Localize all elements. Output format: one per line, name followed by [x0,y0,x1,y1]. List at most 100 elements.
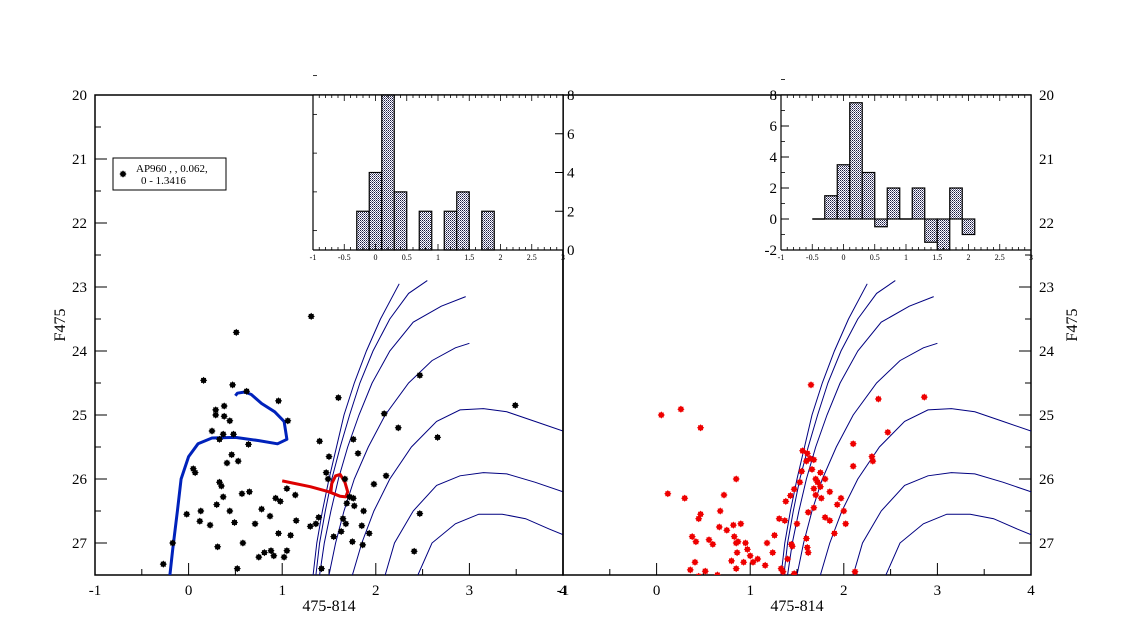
data-point [217,482,225,490]
x-axis-title: 475-814 [770,598,823,615]
data-point [223,459,231,467]
data-point [817,494,825,502]
histogram-x-tick-label: -0.5 [338,253,351,262]
data-point [830,529,838,537]
data-point [292,517,300,525]
data-point [197,507,205,515]
histogram-y-tick-label: 2 [770,181,778,197]
histogram-bar [936,218,951,251]
data-point [276,497,284,505]
data-point [788,542,796,550]
isochrone-line [885,513,1031,575]
histogram-y-tick-label: 4 [567,166,575,182]
isochrone-line [328,342,470,575]
data-point [233,565,241,573]
histogram-bar [356,210,370,251]
data-point [737,520,745,528]
data-point [283,485,291,493]
data-point [741,539,750,547]
data-point [206,521,214,529]
histogram-bar [849,102,863,220]
y-tick-label: 20 [72,88,87,104]
data-point [234,457,242,465]
data-point [833,501,841,509]
y-axis-title: F475 [52,309,69,342]
data-point [183,510,191,518]
data-point [733,549,741,557]
data-point [777,565,785,573]
data-point [349,494,357,502]
data-point [802,534,810,543]
y-tick-label: 22 [72,216,87,232]
data-point [416,371,424,379]
data-point [220,412,228,420]
histogram-bar [393,191,408,251]
isochrone-line [351,408,563,575]
data-point [786,492,794,500]
isochrone-line [796,342,938,575]
data-point [734,538,742,546]
data-point [200,376,208,384]
data-point [696,572,702,575]
y-tick-label: 21 [72,152,87,168]
data-point [291,491,299,499]
isochrone-line [312,283,400,575]
plot-area [657,280,1031,575]
data-point [810,504,818,512]
histogram-y-tick-label: 8 [770,88,778,104]
histogram-x-tick-label: 2.5 [995,253,1005,262]
data-point [803,543,811,552]
data-point [322,469,330,477]
data-point [280,553,288,561]
data-point [746,552,754,560]
data-point [727,557,736,565]
data-point [370,480,378,488]
data-point [267,547,275,555]
data-point [804,549,812,557]
data-point [821,475,829,483]
data-point [826,488,834,496]
data-point [810,485,818,493]
data-point [775,515,783,523]
data-point [341,475,349,483]
histogram-x-tick-label: 1 [436,253,440,262]
data-point [790,570,798,575]
data-point [851,568,859,575]
histogram-x-tick-label: 0 [374,253,378,262]
histogram-y-tick-label: 6 [770,119,778,135]
data-point [226,417,234,425]
histogram-x-tick-label: 0.5 [402,253,412,262]
histogram-bar [368,171,383,251]
data-point [657,411,665,419]
data-point [716,507,724,515]
data-point [342,520,350,528]
data-point [697,424,705,432]
histogram-bar [836,164,851,220]
histogram-bar [961,218,976,236]
data-point [814,478,822,486]
histogram-x-tick-label: -0.5 [806,253,819,262]
isochrone-line [384,472,563,575]
data-point [215,435,224,443]
y-tick-label: 20 [1039,88,1054,104]
y-tick-label: 27 [1039,536,1055,552]
data-point [270,552,278,560]
data-point [245,488,253,496]
data-point [213,501,221,509]
data-point [232,328,240,336]
histogram-y-tick-label: -2 [765,243,778,259]
data-point [350,502,358,510]
y-tick-label: 21 [1039,152,1054,168]
data-point [258,505,266,513]
data-point [770,531,779,539]
histogram-background [781,95,1031,250]
data-point [214,543,222,551]
data-point [274,529,283,537]
histogram-x-tick-label: -1 [310,253,317,262]
y-tick-label: 27 [72,536,88,552]
data-point [325,453,333,461]
data-point [840,507,848,515]
